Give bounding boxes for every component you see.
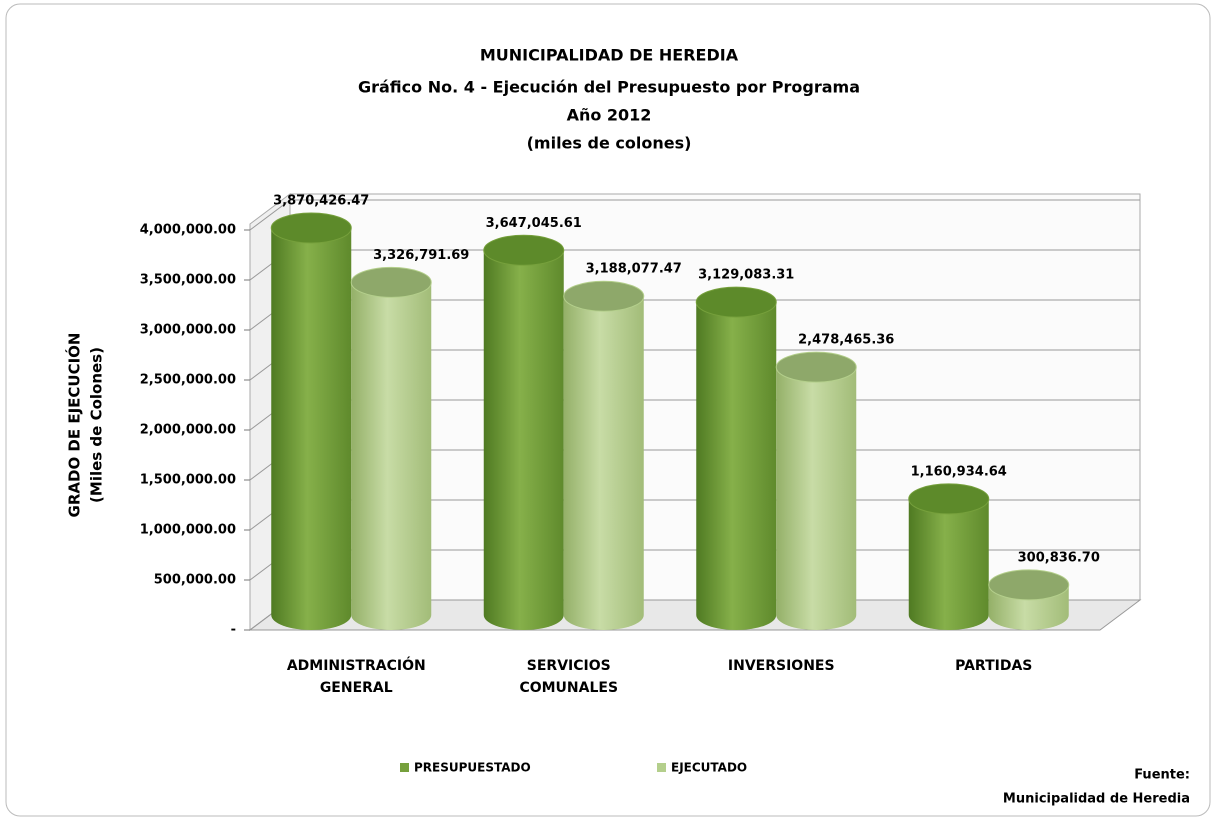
subtitle: Año 2012 — [567, 106, 652, 125]
x-tick-label-box: SERVICIOS COMUNALES — [519, 658, 619, 696]
bar-body — [483, 250, 564, 631]
bar-top — [988, 569, 1070, 601]
legend-label: PRESUPUESTADO — [414, 761, 531, 775]
bar-top — [695, 286, 777, 318]
bar — [483, 234, 565, 631]
bar — [270, 212, 352, 631]
y-tick-label: 500,000.00 — [154, 573, 236, 588]
bar-body — [271, 227, 352, 631]
bar-top — [270, 212, 352, 244]
bar-body — [696, 302, 777, 631]
bar-top — [483, 234, 565, 266]
bar-top — [908, 483, 990, 515]
x-tick-label: INVERSIONES — [727, 658, 835, 674]
bar — [695, 286, 777, 631]
x-tick-label: PARTIDAS — [955, 658, 1033, 674]
subtitle: Gráfico No. 4 - Ejecución del Presupuest… — [358, 78, 860, 97]
y-tick-label: 2,500,000.00 — [140, 373, 236, 388]
data-label: 300,836.70 — [1018, 550, 1100, 565]
source: Fuente: — [1134, 768, 1190, 783]
bar-top — [775, 351, 857, 383]
bar-top — [563, 280, 645, 312]
source: Municipalidad de Heredia — [1003, 792, 1190, 807]
y-tick-label: 4,000,000.00 — [140, 223, 236, 238]
y-tick-label: 1,500,000.00 — [140, 473, 236, 488]
y-tick-label: 1,000,000.00 — [140, 523, 236, 538]
data-label: 2,478,465.36 — [798, 333, 894, 348]
x-tick-label-box: ADMINISTRACIÓN GENERAL — [286, 658, 426, 696]
data-label: 1,160,934.64 — [911, 464, 1007, 479]
data-label: 3,326,791.69 — [373, 248, 469, 263]
x-tick-label-box: PARTIDAS — [955, 658, 1033, 674]
data-label: 3,647,045.61 — [486, 216, 582, 231]
data-label: 3,129,083.31 — [698, 268, 794, 283]
legend-label: EJECUTADO — [671, 761, 747, 775]
data-label: 3,188,077.47 — [586, 262, 682, 277]
y-axis-title: GRADO DE EJECUCIÓN — [65, 333, 84, 518]
x-tick-label: SERVICIOS COMUNALES — [519, 658, 619, 696]
bar-body — [908, 498, 989, 631]
bar-body — [351, 282, 432, 631]
x-tick-label: ADMINISTRACIÓN GENERAL — [286, 658, 426, 696]
bar — [350, 266, 432, 631]
bar — [908, 483, 990, 631]
x-tick-label-box: INVERSIONES — [727, 658, 835, 674]
bar-body — [776, 367, 857, 631]
grid-line — [249, 199, 1140, 231]
legend-swatch — [400, 763, 409, 772]
legend-swatch — [657, 763, 666, 772]
bar-top — [350, 266, 432, 298]
bar-body — [563, 296, 644, 631]
chart-title: MUNICIPALIDAD DE HEREDIA — [480, 46, 739, 65]
y-tick-label: 3,000,000.00 — [140, 323, 236, 338]
y-tick-label: - — [231, 623, 236, 638]
bar — [775, 351, 857, 631]
y-axis-title: (Miles de Colones) — [88, 347, 106, 503]
y-tick-label: 3,500,000.00 — [140, 273, 236, 288]
subtitle: (miles de colones) — [527, 134, 692, 153]
bar — [563, 280, 645, 631]
y-tick-label: 2,000,000.00 — [140, 423, 236, 438]
data-label: 3,870,426.47 — [273, 193, 369, 208]
bar — [988, 569, 1070, 631]
